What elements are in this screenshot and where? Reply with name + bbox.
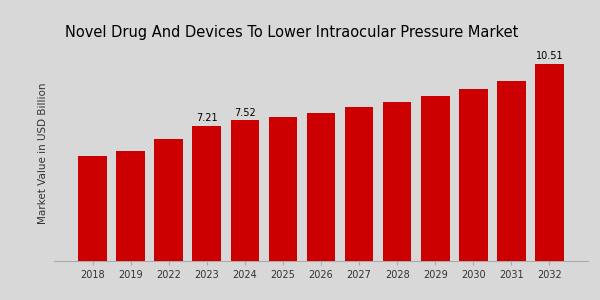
Bar bbox=[421, 96, 449, 261]
Text: 10.51: 10.51 bbox=[536, 51, 563, 61]
Bar bbox=[497, 81, 526, 261]
Bar bbox=[459, 89, 488, 261]
Bar bbox=[193, 126, 221, 261]
Bar bbox=[78, 156, 107, 261]
Text: 7.52: 7.52 bbox=[234, 107, 256, 118]
Bar bbox=[383, 102, 412, 261]
Y-axis label: Market Value in USD Billion: Market Value in USD Billion bbox=[38, 82, 49, 224]
Text: 7.21: 7.21 bbox=[196, 113, 218, 123]
Bar bbox=[269, 117, 297, 261]
Bar bbox=[345, 107, 373, 261]
Bar bbox=[535, 64, 564, 261]
Text: Novel Drug And Devices To Lower Intraocular Pressure Market: Novel Drug And Devices To Lower Intraocu… bbox=[65, 25, 518, 40]
Bar bbox=[307, 112, 335, 261]
Bar bbox=[230, 120, 259, 261]
Bar bbox=[116, 151, 145, 261]
Bar bbox=[154, 139, 183, 261]
